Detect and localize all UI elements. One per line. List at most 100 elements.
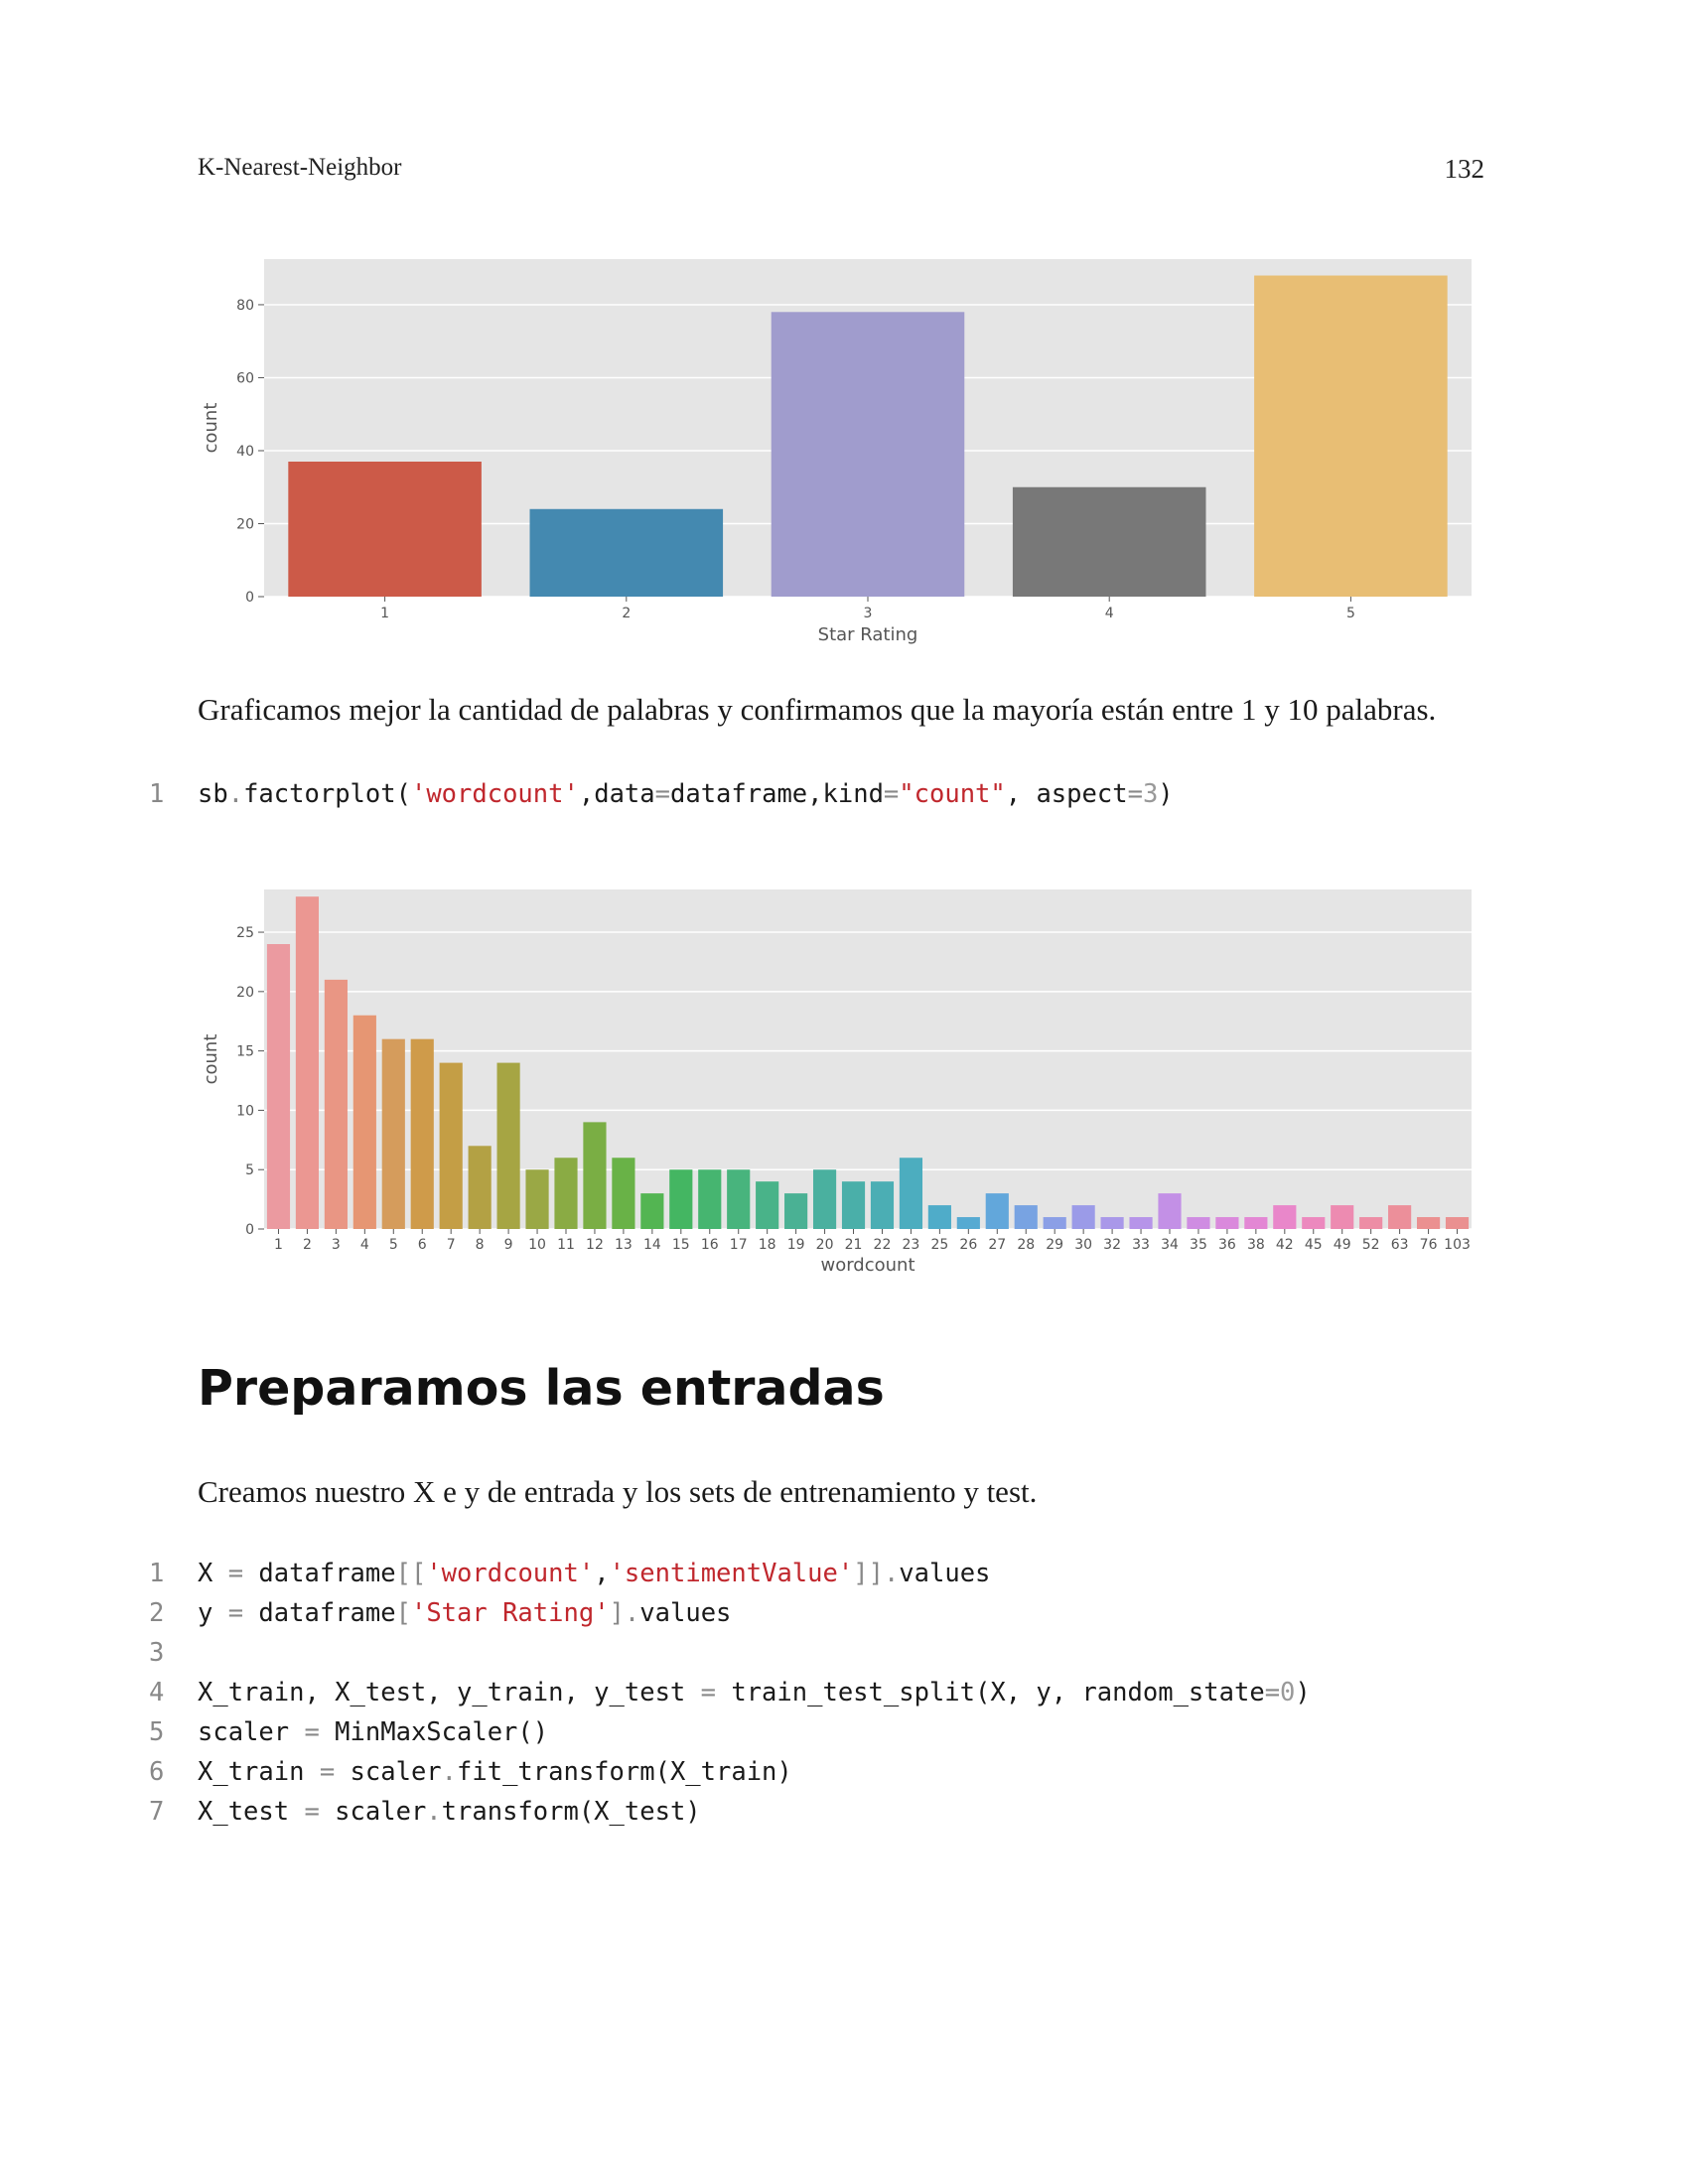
x-tick-label: 10 [528,1237,546,1253]
code-token: = [700,1678,716,1707]
section-heading: Preparamos las entradas [198,1360,885,1417]
x-tick-label: 26 [959,1237,977,1253]
bar [870,1181,895,1229]
x-axis-label: wordcount [820,1255,914,1276]
paragraph-inputs: Creamos nuestro X e y de entrada y los s… [198,1474,1038,1509]
running-header: K-Nearest-Neighbor 132 [198,154,1484,194]
bar [1187,1217,1210,1229]
x-tick-label: 36 [1218,1237,1236,1253]
code-token: = [304,1717,320,1747]
x-tick-label: 7 [447,1237,456,1253]
code-token: y [198,1598,228,1628]
bar [381,1038,405,1229]
x-tick-label: 2 [303,1237,312,1253]
code-token: ) [1295,1678,1311,1707]
code-token: . [227,779,244,809]
x-tick-label: 45 [1305,1237,1323,1253]
code-token: dataframe [243,1598,396,1628]
bar [352,1015,376,1229]
bar [640,1193,664,1229]
code-token: fit_transform(X_train) [457,1757,792,1787]
x-tick-label: 76 [1420,1237,1438,1253]
bar [1359,1217,1383,1229]
x-tick-label: 23 [903,1237,920,1253]
code-text: X_test = scaler.transform(X_test) [198,1797,701,1827]
code-token: [ [395,1598,411,1628]
x-tick-label: 3 [864,606,873,621]
x-tick-label: 19 [787,1237,805,1253]
bar [1014,1205,1038,1229]
bar [266,944,291,1229]
x-tick-label: 1 [274,1237,283,1253]
bar [956,1217,980,1229]
bar [288,462,482,597]
bar [1388,1205,1412,1229]
code-token: values [639,1598,732,1628]
code-token: ]] [853,1559,884,1588]
bar [1158,1193,1182,1229]
x-tick-label: 13 [615,1237,633,1253]
x-tick-label: 29 [1046,1237,1063,1253]
code-token: X_test [198,1797,305,1827]
y-tick-label: 20 [236,516,254,532]
y-tick-label: 0 [245,1222,254,1238]
line-number: 1 [149,779,165,809]
code-token: . [441,1757,458,1787]
y-tick-label: 60 [236,370,254,386]
code-token: train_test_split(X, y, random_state [716,1678,1265,1707]
y-tick-label: 5 [245,1162,254,1178]
x-tick-label: 1 [380,606,389,621]
bar [727,1169,751,1229]
code-token: [[ [395,1559,427,1588]
x-tick-label: 103 [1444,1237,1471,1253]
y-tick-label: 80 [236,298,254,314]
code-token: 'wordcount' [426,1559,595,1588]
x-tick-label: 11 [557,1237,575,1253]
code-text: X = dataframe[['wordcount','sentimentVal… [198,1559,990,1588]
code-token: . [883,1559,900,1588]
x-tick-label: 5 [389,1237,398,1253]
bar [985,1193,1009,1229]
star-rating-count-chart: 0 20 40 60 80 1 2 3 4 5 Star Rating count [201,259,1472,645]
code-token: "count" [899,779,1006,809]
bar [669,1169,693,1229]
line-number: 5 [149,1717,165,1747]
x-tick-label: 9 [504,1237,513,1253]
bar [812,1169,837,1229]
code-token: ] [609,1598,625,1628]
bar [295,896,320,1229]
bar [1445,1217,1470,1229]
plot-area [264,889,1472,1229]
x-tick-label: 17 [730,1237,748,1253]
code-token: scaler [335,1757,442,1787]
bar [927,1205,951,1229]
bar [439,1062,463,1229]
y-tick-label: 0 [245,590,254,606]
line-number: 6 [149,1757,165,1787]
code-token: . [426,1797,442,1827]
bar [899,1158,923,1229]
code-token: = [227,1598,244,1628]
bar [784,1193,808,1229]
code-token: X_train, X_test, y_train, y_test [198,1678,701,1707]
code-token: , aspect [1005,779,1128,809]
x-tick-label: 22 [874,1237,892,1253]
code-text: X_train = scaler.fit_transform(X_train) [198,1757,792,1787]
code-token: 3 [1142,779,1159,809]
y-tick-label: 20 [236,985,254,1001]
bar [771,312,965,597]
code-token: X [198,1559,228,1588]
x-tick-label: 63 [1391,1237,1409,1253]
code-text: scaler = MinMaxScaler() [198,1717,548,1747]
code-token: 'sentimentValue' [609,1559,854,1588]
code-token: , [594,1559,610,1588]
x-tick-label: 38 [1247,1237,1265,1253]
code-token: scaler [198,1717,305,1747]
code-token: MinMaxScaler() [319,1717,549,1747]
code-token: X_train [198,1757,320,1787]
code-token: 'wordcount' [410,779,579,809]
x-tick-label: 21 [845,1237,863,1253]
code-token: = [1127,779,1143,809]
code-token: ,data [578,779,655,809]
